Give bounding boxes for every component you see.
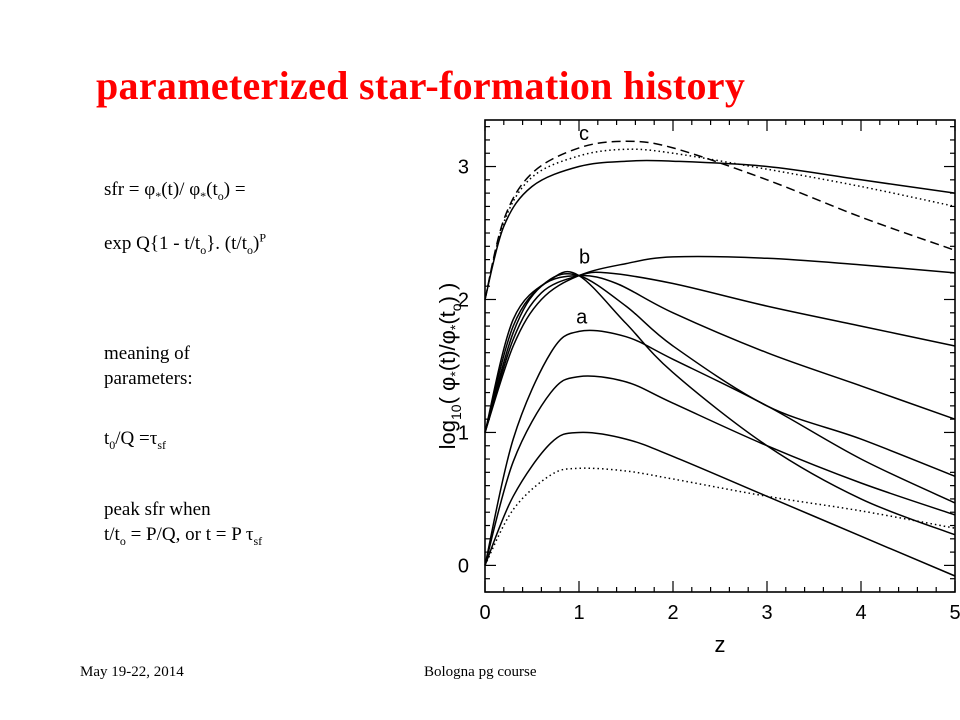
x-tick-label: 5 (949, 602, 960, 624)
curve-solid-5 (484, 274, 956, 433)
meaning-heading: meaning of (104, 343, 191, 364)
plot-frame (484, 119, 956, 593)
footer-date: May 19-22, 2014 (80, 664, 184, 680)
curve-label-b: b (579, 247, 590, 269)
curve-solid-7 (484, 270, 956, 536)
x-tick-label: 4 (855, 602, 866, 624)
tau-relation: t0/Q =τsf (104, 428, 167, 452)
curve-labels: a b c (576, 123, 590, 328)
curve-solid-10 (484, 431, 956, 577)
y-tick-label: 3 (458, 157, 469, 179)
plot-frame-rect (484, 119, 956, 593)
parameters-heading: parameters: (104, 368, 193, 389)
phi-symbol: φ (189, 179, 201, 200)
x-tick-label: 2 (667, 602, 678, 624)
curve-solid-9 (484, 375, 956, 566)
axis-ticks: 0 1 2 3 4 5 0 1 2 3 (458, 120, 960, 624)
phi-symbol: φ (144, 179, 156, 200)
curve-solid-4 (484, 271, 956, 433)
curve-dashed-1 (484, 140, 956, 300)
sfr-formula: exp Q{1 - t/to}. (t/to)P (104, 230, 266, 257)
x-axis-label: z (715, 632, 726, 657)
x-tick-label: 1 (573, 602, 584, 624)
peak-heading: peak sfr when (104, 499, 211, 520)
footer-course: Bologna pg course (424, 664, 537, 680)
curve-label-c: c (579, 123, 589, 145)
tau-symbol: τ (245, 524, 254, 545)
curve-solid-8 (484, 329, 956, 566)
curve-solid-0 (484, 159, 956, 300)
tau-symbol: τ (149, 428, 158, 449)
y-axis-label: log10( φ*(t)/φ*(to) ) (435, 283, 464, 450)
curves (484, 140, 956, 577)
y-tick-label: 1 (458, 422, 469, 444)
sfr-definition: sfr = φ*(t)/ φ*(to) = (104, 179, 246, 203)
curve-solid-6 (484, 272, 956, 477)
x-tick-label: 3 (761, 602, 772, 624)
peak-relation: t/to = P/Q, or t = P τsf (104, 524, 263, 548)
curve-label-a: a (576, 306, 588, 328)
y-tick-label: 2 (458, 289, 469, 311)
x-tick-label: 0 (479, 602, 490, 624)
sfr-history-chart: 0 1 2 3 4 5 0 1 2 3 a b c z log10( φ*(t)/φ*(to) ) (435, 119, 960, 657)
curve-dotted-11 (484, 467, 956, 566)
slide-title: parameterized star-formation history (96, 63, 746, 108)
y-tick-label: 0 (458, 555, 469, 577)
curve-solid-3 (484, 255, 956, 433)
